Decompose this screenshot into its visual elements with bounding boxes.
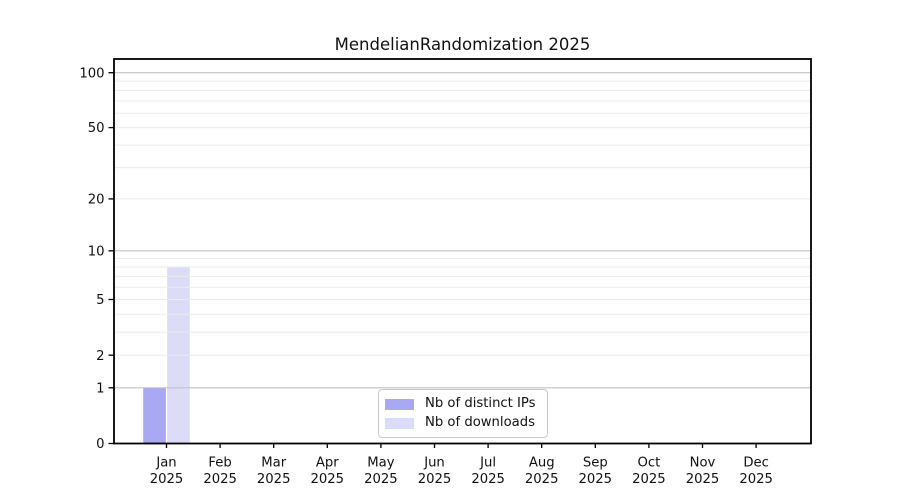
y-tick-label: 20 (88, 193, 105, 208)
bar-distinct-ips-jan (143, 387, 166, 444)
x-tick-label-month: Jul (479, 456, 496, 471)
chart-title: MendelianRandomization 2025 (334, 35, 591, 54)
x-tick-label-year: 2025 (739, 472, 773, 487)
y-tick-label: 2 (96, 349, 104, 364)
x-tick-label-month: Apr (316, 456, 339, 471)
x-tick-label-month: Dec (743, 456, 769, 471)
x-tick-label-year: 2025 (632, 472, 666, 487)
x-tick-label-month: May (367, 456, 394, 471)
y-tick-label: 5 (96, 293, 104, 308)
y-tick-label: 1 (96, 381, 104, 396)
x-tick-label-year: 2025 (579, 472, 613, 487)
y-tick-label: 10 (88, 244, 105, 259)
x-tick-label-year: 2025 (418, 472, 452, 487)
x-tick-label-year: 2025 (257, 472, 291, 487)
x-tick-label-month: Jun (423, 456, 445, 471)
legend-swatch-downloads (385, 417, 414, 429)
legend-label-distinct-ips: Nb of distinct IPs (425, 396, 536, 411)
x-tick-label-year: 2025 (203, 472, 237, 487)
legend: Nb of distinct IPs Nb of downloads (378, 389, 548, 438)
x-tick-label-month: Nov (690, 456, 716, 471)
x-tick-label-year: 2025 (364, 472, 398, 487)
legend-swatch-distinct-ips (385, 398, 414, 410)
x-tick-label-month: Oct (637, 456, 660, 471)
y-tick-label: 50 (88, 121, 105, 136)
y-tick-label: 0 (96, 437, 104, 452)
x-tick-label-month: Sep (583, 456, 608, 471)
x-tick-label-year: 2025 (311, 472, 345, 487)
x-tick-label-year: 2025 (471, 472, 505, 487)
legend-label-downloads: Nb of downloads (425, 415, 535, 430)
x-tick-label-month: Mar (261, 456, 286, 471)
x-tick-label-month: Jan (155, 456, 176, 471)
y-tick-label: 100 (79, 66, 104, 81)
x-tick-label-month: Aug (529, 456, 555, 471)
x-tick-label-year: 2025 (525, 472, 559, 487)
x-tick-label-month: Feb (208, 456, 231, 471)
x-tick-label-year: 2025 (150, 472, 184, 487)
legend-item-distinct-ips: Nb of distinct IPs (385, 397, 536, 411)
x-tick-label-year: 2025 (686, 472, 720, 487)
legend-item-downloads: Nb of downloads (385, 416, 536, 430)
